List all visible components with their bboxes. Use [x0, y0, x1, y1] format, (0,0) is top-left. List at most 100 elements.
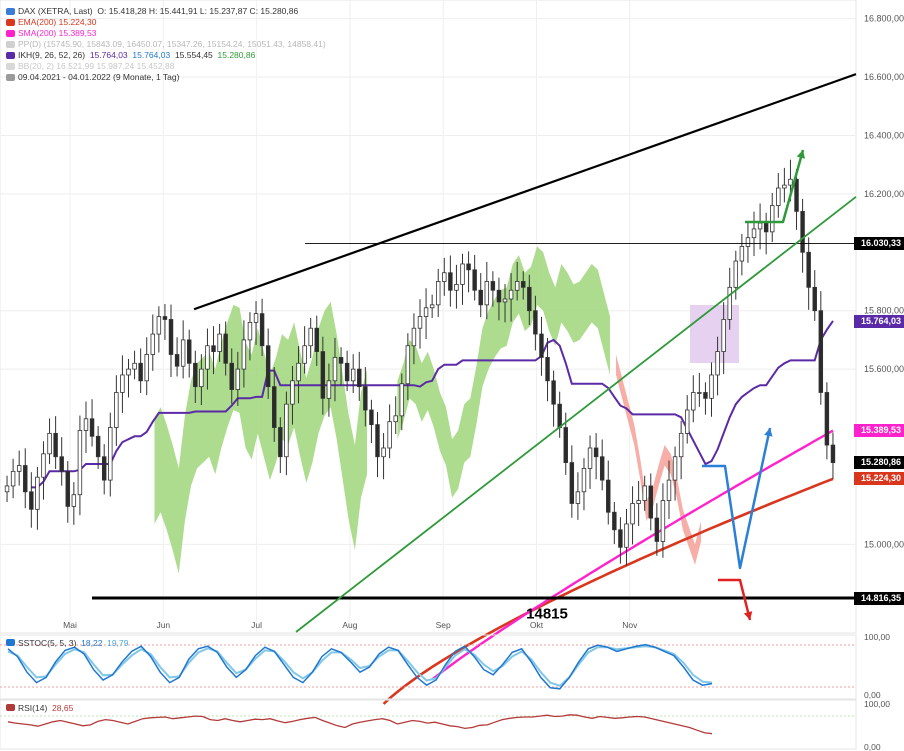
trendline-upper	[193, 73, 857, 311]
y-tick-label: 16.400,00	[864, 130, 904, 140]
candle-body	[53, 432, 58, 458]
candle-body	[357, 368, 362, 388]
candle-body	[344, 362, 350, 382]
candle	[612, 502, 617, 545]
candle	[363, 367, 368, 427]
candle	[10, 458, 16, 499]
candle	[691, 375, 696, 423]
candle	[120, 355, 125, 413]
candle	[65, 461, 70, 523]
price-tag: 14.816,35	[853, 591, 904, 605]
candle-body	[332, 357, 338, 382]
candle-body	[284, 403, 289, 458]
cloud-green-band-2	[397, 246, 610, 498]
legend-bb-row: BB(20, 2) 16.521,99 15.987,24 15.452,88	[6, 61, 326, 72]
stoch-swatch	[6, 639, 15, 646]
candle-body	[788, 178, 793, 186]
stoch-label: SSTOC(5, 5, 3)	[18, 638, 77, 648]
cloud-red-band	[616, 354, 702, 565]
candle-body	[660, 500, 666, 542]
candle-body	[442, 272, 447, 282]
candle-body	[551, 380, 556, 405]
candle-body	[533, 310, 538, 335]
y-tick-label: 16.200,00	[864, 189, 904, 199]
candle	[296, 346, 301, 404]
x-axis: Mai Jun Jul Aug Sep Okt Nov	[63, 620, 638, 630]
candle	[448, 255, 453, 307]
candle-body	[417, 316, 423, 329]
candle	[830, 432, 836, 479]
candle-body	[545, 357, 550, 382]
candle-body	[156, 316, 162, 335]
candle-body	[539, 333, 544, 358]
stoch-value-2: 19,79	[107, 638, 129, 648]
pp-swatch	[6, 41, 15, 48]
candle-body	[800, 210, 805, 253]
candle	[357, 351, 362, 401]
candle-body	[205, 345, 210, 370]
candle-body	[23, 465, 28, 493]
candle-body	[824, 392, 830, 446]
candle	[751, 211, 757, 257]
candle	[150, 314, 156, 371]
rsi-frame	[0, 699, 857, 750]
candle-body	[47, 432, 52, 455]
candle	[375, 412, 380, 478]
legend-range-row: 09.04.2021 - 04.01.2022 (9 Monate, 1 Tag…	[6, 72, 326, 83]
candle-body	[763, 222, 769, 233]
legend-sma-row: SMA(200) 15.389,53	[6, 28, 326, 39]
candle	[101, 444, 107, 495]
candle-body	[733, 260, 739, 288]
candle	[423, 288, 429, 340]
legend-sma: SMA(200) 15.389,53	[18, 28, 97, 38]
candle	[569, 445, 575, 518]
candle-body	[454, 284, 459, 291]
ikh-value-1: 15.764,03	[89, 50, 128, 60]
candle	[156, 306, 162, 353]
candle	[770, 192, 775, 243]
candle	[265, 328, 271, 399]
projection-arrow-red-path	[718, 578, 752, 621]
series-swatch	[6, 8, 15, 15]
candle-body	[429, 304, 435, 309]
ikh-value-3: 15.554,45	[174, 50, 213, 60]
candle-body	[180, 339, 186, 367]
candle	[435, 268, 441, 318]
candle-body	[162, 316, 168, 320]
chart-legend: DAX (XETRA, Last) O: 15.418,28 H: 15.441…	[6, 6, 326, 83]
candle-body	[296, 362, 301, 382]
range-swatch	[6, 74, 15, 81]
candle	[521, 271, 526, 300]
candle	[4, 475, 10, 503]
candle-body	[71, 494, 77, 507]
trendline-green	[295, 196, 857, 633]
candle	[739, 233, 745, 276]
candle	[393, 396, 398, 434]
candle	[326, 363, 332, 417]
x-tick-label: Jun	[156, 620, 170, 630]
candle-body	[138, 362, 143, 382]
candle	[703, 382, 708, 415]
candle	[199, 354, 204, 406]
candle	[527, 274, 532, 326]
candle-body	[666, 479, 672, 501]
candle	[636, 480, 641, 526]
stoch-frame	[0, 634, 857, 700]
candle-body	[381, 447, 386, 458]
candle-body	[350, 368, 356, 382]
candle	[794, 169, 799, 230]
candle	[697, 372, 702, 407]
candle-body	[745, 237, 751, 247]
x-tick-label: Okt	[530, 620, 544, 630]
candle-body	[290, 380, 295, 405]
candle	[678, 420, 684, 480]
candle	[114, 375, 119, 446]
candle-body	[83, 418, 89, 431]
candle-body	[101, 456, 107, 481]
candle	[587, 435, 593, 489]
candle	[533, 295, 538, 351]
candle	[332, 337, 338, 402]
candle	[545, 337, 550, 402]
candle	[581, 458, 587, 511]
candle-body	[527, 286, 532, 312]
